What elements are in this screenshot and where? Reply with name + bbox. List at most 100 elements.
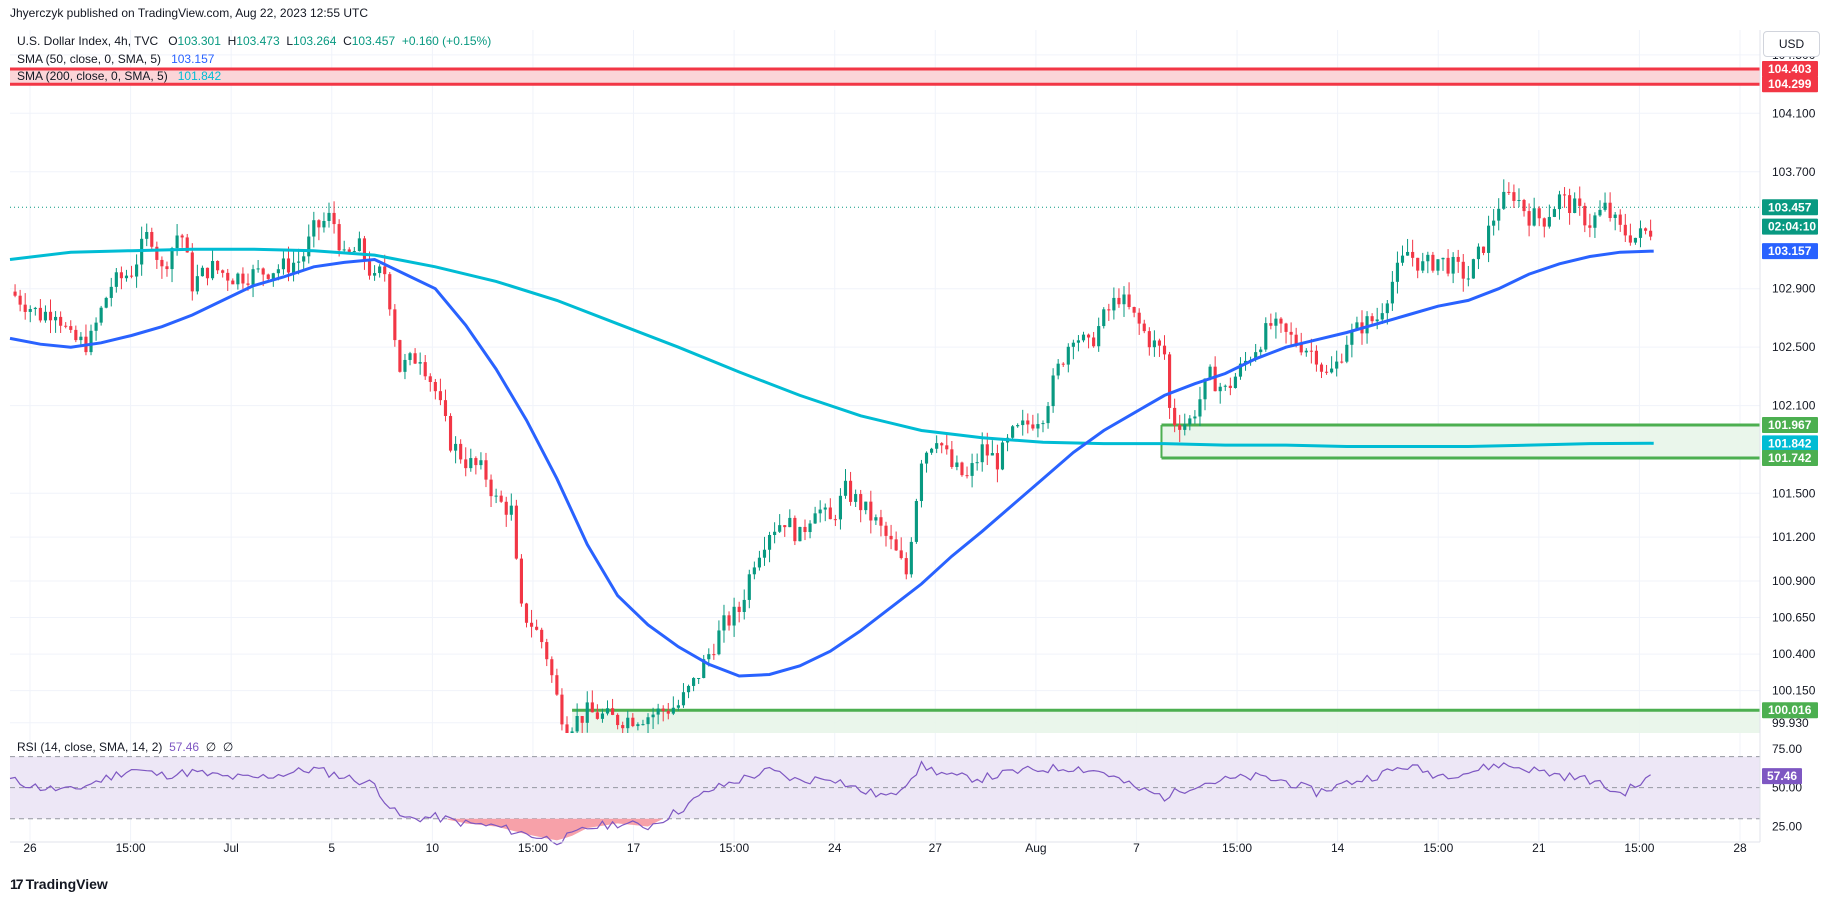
publisher-line: Jhyerczyk published on TradingView.com, … <box>10 6 368 20</box>
candle-down <box>1583 205 1587 226</box>
time-tick-label: 14 <box>1331 841 1345 855</box>
time-tick-label: 15:00 <box>719 841 749 855</box>
time-tick-label: 21 <box>1532 841 1546 855</box>
candle-up <box>1345 344 1349 362</box>
candle-up <box>297 261 301 263</box>
candle-up <box>1076 340 1081 343</box>
tradingview-logo-icon: 17 <box>10 876 24 892</box>
rsi-tick-label: 75.00 <box>1772 742 1802 756</box>
candle-up <box>702 659 706 678</box>
rsi-legend[interactable]: RSI (14, close, SMA, 14, 2) 57.46 ∅ ∅ <box>17 740 233 754</box>
candle-up <box>1421 261 1425 271</box>
candle-up <box>1264 323 1268 350</box>
chart-legend: U.S. Dollar Index, 4h, TVC O103.301 H103… <box>17 33 491 86</box>
candle-up <box>1426 254 1430 262</box>
candle-up <box>1041 423 1045 425</box>
candle-down <box>550 659 554 676</box>
candle-up <box>1385 303 1389 314</box>
candle-down <box>1178 425 1182 430</box>
price-tick-label: 102.500 <box>1772 340 1816 354</box>
candle-down <box>423 362 427 377</box>
candle-down <box>631 717 635 727</box>
candle-up <box>494 495 498 497</box>
legend-close-value: 103.457 <box>351 34 396 48</box>
price-tick-label: 100.900 <box>1772 574 1816 588</box>
currency-button[interactable]: USD <box>1763 31 1820 57</box>
legend-change: +0.160 (+0.15%) <box>401 34 492 48</box>
candle-down <box>783 525 787 528</box>
candle-up <box>732 606 736 626</box>
candle-up <box>914 501 918 542</box>
time-tick-label: 26 <box>23 841 37 855</box>
price-tick-label: 103.700 <box>1772 165 1816 179</box>
candle-down <box>129 275 134 277</box>
candle-up <box>600 713 605 719</box>
legend-sma50-row[interactable]: SMA (50, close, 0, SMA, 5) 103.157 <box>17 51 491 69</box>
candle-up <box>924 452 929 464</box>
candle-down <box>1628 235 1632 243</box>
price-label-box <box>1762 76 1818 93</box>
candle-down <box>398 340 402 372</box>
candle-up <box>28 309 32 312</box>
candle-down <box>661 708 665 712</box>
time-tick-label: Aug <box>1025 841 1046 855</box>
candle-up <box>1259 349 1263 353</box>
resistance-zone <box>10 69 1760 85</box>
candle-up <box>312 220 316 237</box>
candle-up <box>1198 399 1202 417</box>
time-tick-label: Jul <box>224 841 239 855</box>
price-tick-label: 101.200 <box>1772 530 1816 544</box>
candle-up <box>1502 191 1506 209</box>
time-tick-label: 15:00 <box>1624 841 1654 855</box>
candle-up <box>970 463 974 476</box>
candle-up <box>742 599 746 612</box>
candle-up <box>864 501 868 511</box>
price-label-text: 101.842 <box>1768 436 1812 450</box>
candle-down <box>879 517 883 526</box>
tradingview-footer[interactable]: 17 TradingView <box>10 876 108 892</box>
candle-down <box>1269 323 1273 326</box>
price-label-box <box>1762 218 1818 235</box>
candle-down <box>1568 195 1572 213</box>
candle-up <box>692 678 696 686</box>
price-tick-label: 102.900 <box>1772 282 1816 296</box>
time-tick-label: 10 <box>426 841 440 855</box>
candle-down <box>459 443 463 460</box>
candle-up <box>1380 313 1384 320</box>
candle-down <box>1294 334 1298 345</box>
candle-up <box>980 444 984 463</box>
candle-up <box>195 276 199 292</box>
candle-down <box>737 606 741 612</box>
candle-up <box>874 517 878 521</box>
candle-down <box>1527 211 1531 226</box>
candle-up <box>454 443 458 451</box>
candle-down <box>18 295 22 305</box>
candle-down <box>332 212 336 225</box>
candle-down <box>1578 198 1582 206</box>
candle-down <box>1643 228 1648 231</box>
candle-up <box>686 685 691 693</box>
candle-down <box>216 260 220 271</box>
candle-up <box>1547 216 1551 227</box>
candle-up <box>1021 420 1025 426</box>
rsi-value-box <box>1762 768 1802 785</box>
price-label-box <box>1762 61 1818 78</box>
price-label-box <box>1762 435 1818 452</box>
candle-down <box>1314 350 1318 365</box>
candle-down <box>590 702 594 713</box>
price-label-text: 104.299 <box>1768 77 1812 91</box>
candle-up <box>342 249 346 251</box>
candle-down <box>540 629 544 643</box>
legend-sma200-value: 101.842 <box>177 69 222 83</box>
candle-up <box>1233 376 1237 388</box>
legend-sma200-row[interactable]: SMA (200, close, 0, SMA, 5) 101.842 <box>17 68 491 86</box>
candle-up <box>1390 281 1394 304</box>
time-tick-label: 5 <box>328 841 335 855</box>
candle-down <box>519 558 523 604</box>
candle-up <box>54 316 58 321</box>
candle-up <box>1441 257 1445 260</box>
candle-down <box>1157 340 1162 346</box>
candle-down <box>560 694 564 725</box>
candle-up <box>651 714 655 718</box>
